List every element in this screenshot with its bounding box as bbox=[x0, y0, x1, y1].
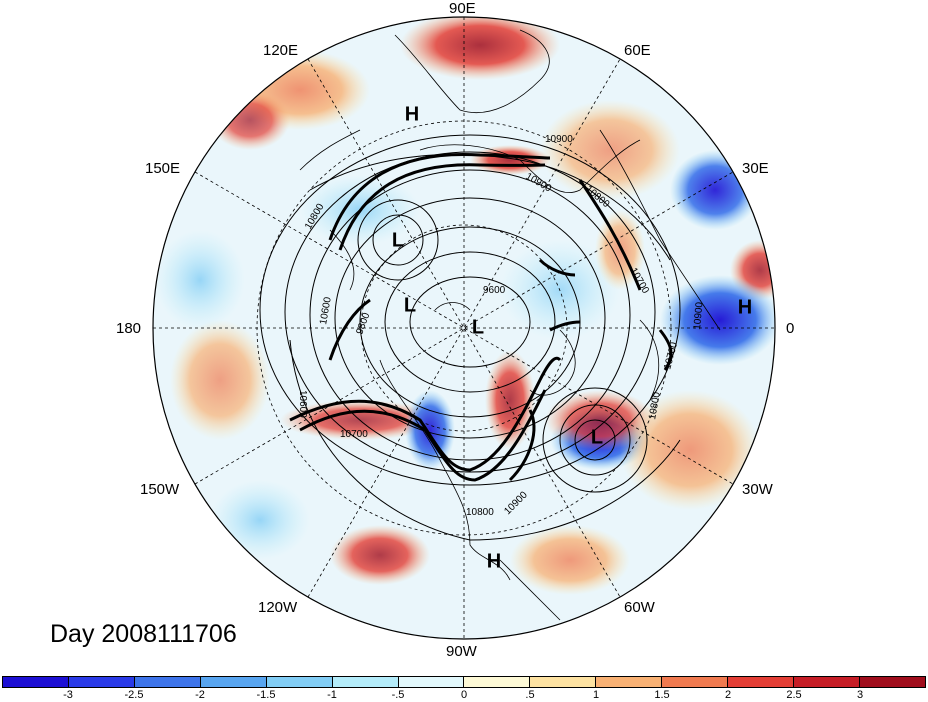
map-boundary bbox=[152, 16, 776, 640]
lon-label-150e: 150E bbox=[145, 160, 181, 177]
lon-label-120w: 120W bbox=[258, 599, 298, 616]
lon-label-60e: 60E bbox=[624, 42, 651, 59]
colorbar-tick-label: 3 bbox=[856, 689, 864, 701]
colorbar-tick-label: -2.5 bbox=[124, 689, 144, 701]
colorbar-swatch bbox=[596, 677, 663, 687]
colorbar-swatch bbox=[266, 677, 333, 687]
lon-label-0: 0 bbox=[786, 320, 795, 337]
lon-label-180: 180 bbox=[116, 320, 142, 337]
colorbar-tick-label: -1.5 bbox=[256, 689, 276, 701]
lon-label-150w: 150W bbox=[140, 481, 180, 498]
lon-label-60w: 60W bbox=[624, 599, 655, 616]
graticule bbox=[153, 17, 775, 639]
pressure-center-l: L bbox=[471, 316, 485, 339]
colorbar-tick-label: 2 bbox=[724, 689, 732, 701]
colorbar-tick-label: 1.5 bbox=[654, 689, 670, 701]
colorbar-swatch bbox=[859, 677, 925, 687]
contour-label: 10600 bbox=[318, 296, 334, 326]
lon-label-30e: 30E bbox=[742, 160, 769, 177]
colorbar-tick-label: -2 bbox=[195, 689, 205, 701]
pressure-center-l: L bbox=[403, 294, 417, 317]
colorbar-tick-label: .5 bbox=[525, 689, 535, 701]
colorbar-swatch bbox=[662, 677, 729, 687]
colorbar-tick-label: -3 bbox=[63, 689, 73, 701]
colorbar-swatch bbox=[794, 677, 860, 687]
contour-label: 10600 bbox=[297, 390, 308, 418]
contour-label: 10900 bbox=[692, 301, 705, 330]
pressure-center-h: H bbox=[404, 103, 420, 126]
pressure-center-h: H bbox=[486, 550, 502, 573]
colorbar-swatch bbox=[332, 677, 399, 687]
colorbar-tick-label: -1 bbox=[327, 689, 337, 701]
colorbar-swatch bbox=[3, 677, 69, 687]
lon-label-30w: 30W bbox=[742, 481, 773, 498]
pressure-center-h: H bbox=[737, 296, 753, 319]
colorbar-swatch bbox=[530, 677, 597, 687]
contour-label: 10700 bbox=[340, 429, 368, 440]
pressure-center-l: L bbox=[590, 426, 604, 449]
colorbar-tick-label: 1 bbox=[592, 689, 600, 701]
colorbar-tick-label: 2.5 bbox=[786, 689, 802, 701]
colorbar-swatch bbox=[398, 677, 465, 687]
contour-label: 10900 bbox=[545, 134, 573, 145]
contour-label: 10800 bbox=[466, 507, 494, 518]
colorbar-swatch bbox=[134, 677, 201, 687]
colorbar-swatch bbox=[200, 677, 267, 687]
day-title: Day 2008111706 bbox=[50, 620, 237, 648]
colorbar-swatch bbox=[728, 677, 795, 687]
contour-label: 10800 bbox=[647, 391, 663, 421]
lon-label-90w: 90W bbox=[446, 643, 477, 660]
lon-label-90e: 90E bbox=[449, 0, 476, 17]
pressure-center-l: L bbox=[391, 229, 405, 252]
colorbar bbox=[2, 676, 926, 688]
colorbar-tick-label: -.5 bbox=[391, 689, 405, 701]
colorbar-tick-label: 0 bbox=[460, 689, 468, 701]
colorbar-swatch bbox=[68, 677, 135, 687]
jet-contours bbox=[289, 152, 673, 482]
contour-label: 9600 bbox=[483, 285, 506, 296]
lon-label-120e: 120E bbox=[263, 42, 299, 59]
colorbar-swatch bbox=[464, 677, 531, 687]
